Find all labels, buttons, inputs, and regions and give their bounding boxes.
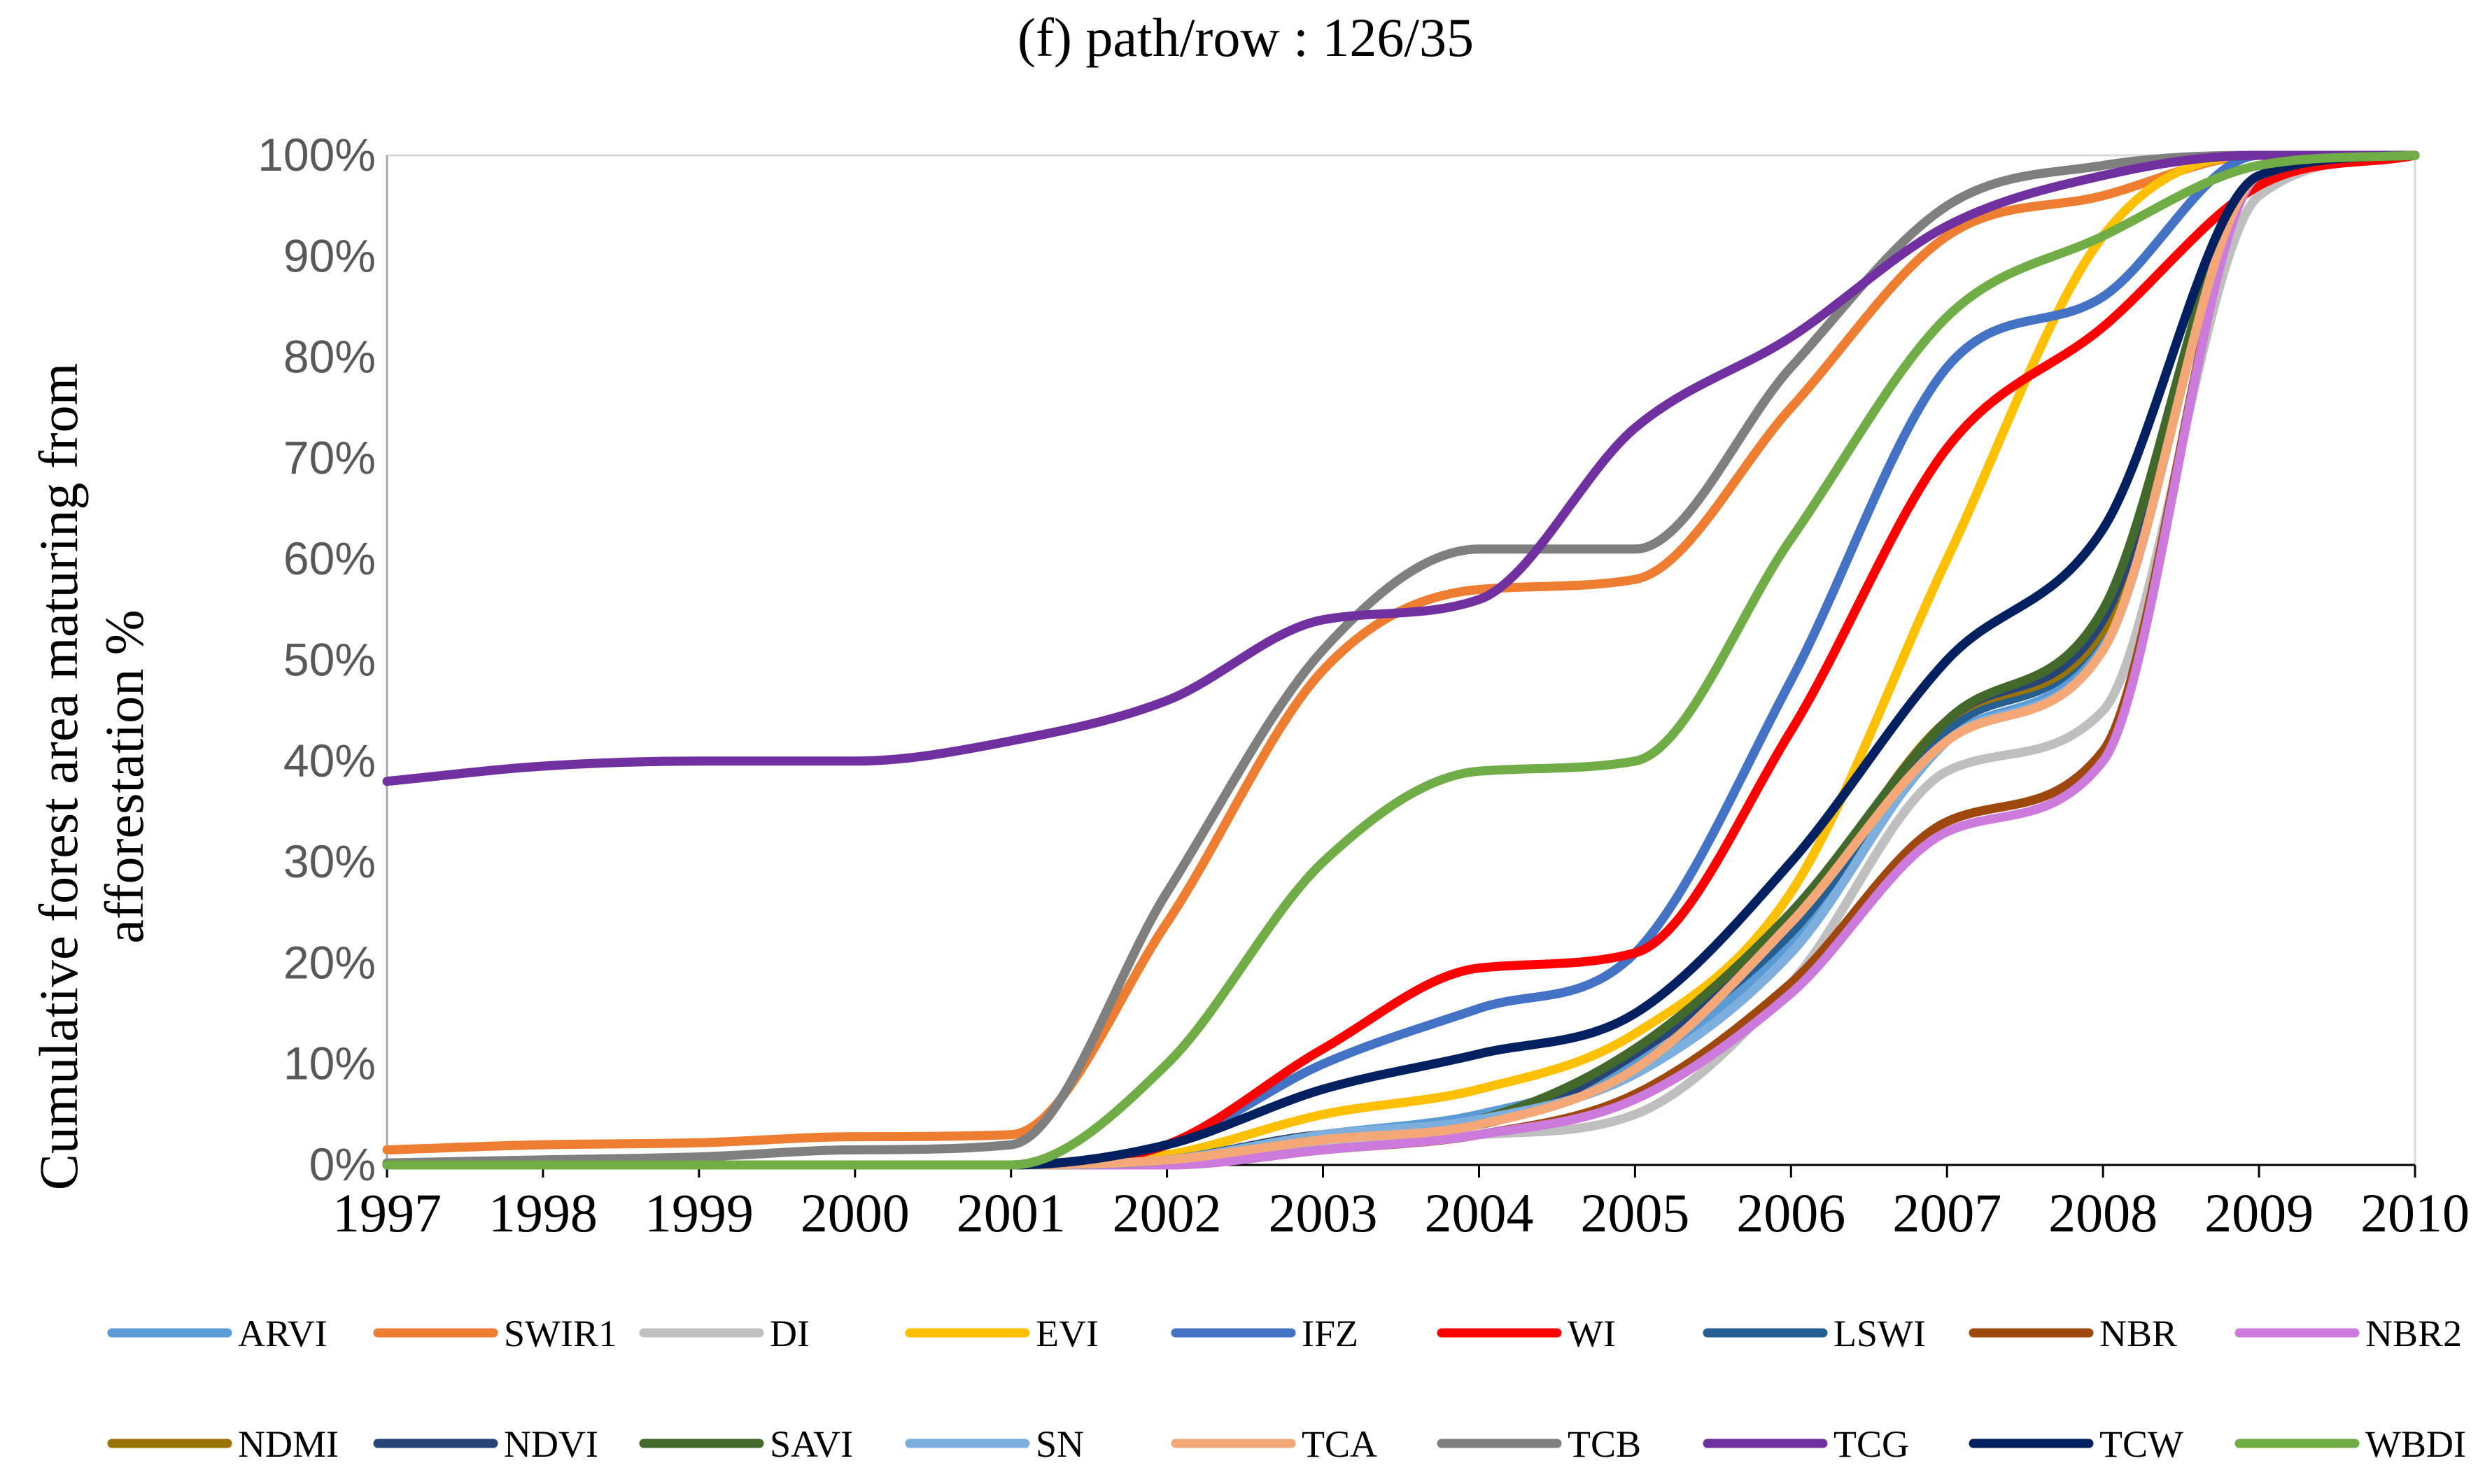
x-tick-label: 2004 xyxy=(1424,1182,1533,1243)
x-tick-label: 2007 xyxy=(1892,1182,2001,1243)
legend-label: TCG xyxy=(1833,1423,1909,1465)
y-tick-label: 80% xyxy=(283,331,376,383)
x-tick-label: 2003 xyxy=(1269,1182,1378,1243)
x-tick-label: 1999 xyxy=(645,1182,754,1243)
series-line-ndvi xyxy=(382,150,2420,1170)
x-tick-label: 2001 xyxy=(957,1182,1066,1243)
legend-label: TCA xyxy=(1302,1423,1377,1465)
legend-item-nbr: NBR xyxy=(1969,1313,2177,1355)
legend-item-evi: EVI xyxy=(905,1313,1099,1355)
legend-item-tcg: TCG xyxy=(1703,1423,1909,1465)
legend-label: SAVI xyxy=(770,1423,853,1465)
legend-item-tcb: TCB xyxy=(1437,1423,1641,1465)
series-line-nbr xyxy=(382,150,2420,1170)
legend-label: LSWI xyxy=(1833,1313,1926,1355)
legend-label: SN xyxy=(1036,1423,1084,1465)
legend-item-ndmi: NDMI xyxy=(107,1423,339,1465)
legend-item-tcw: TCW xyxy=(1969,1423,2183,1465)
series-line-ifz xyxy=(382,150,2420,1170)
y-tick-label: 40% xyxy=(283,735,376,786)
legend-label: TCW xyxy=(2099,1423,2183,1465)
series-line-ndmi xyxy=(382,150,2420,1170)
series-line-tcw xyxy=(382,150,2420,1170)
series-line-wi xyxy=(382,150,2420,1170)
legend-item-nbr2: NBR2 xyxy=(2234,1313,2462,1355)
y-tick-label: 10% xyxy=(283,1038,376,1089)
x-tick-label: 1998 xyxy=(488,1182,598,1243)
y-tick-label: 30% xyxy=(283,835,376,887)
series-line-arvi xyxy=(382,150,2420,1170)
y-axis-label: Cumulative forest area maturing from aff… xyxy=(28,363,155,1191)
plot-area xyxy=(386,154,2416,1166)
series-lines xyxy=(382,150,2420,1170)
series-line-tcg xyxy=(382,150,2420,786)
legend-label: IFZ xyxy=(1302,1313,1358,1355)
series-line-sn xyxy=(382,150,2420,1170)
legend-item-ndvi: NDVI xyxy=(373,1423,598,1465)
legend-label: NDMI xyxy=(238,1423,339,1465)
series-line-di xyxy=(382,150,2420,1170)
legend-label: NBR2 xyxy=(2365,1313,2462,1355)
legend-label: EVI xyxy=(1036,1313,1099,1355)
series-line-tca xyxy=(382,150,2420,1170)
x-tick-label: 2010 xyxy=(2360,1182,2470,1243)
series-line-lswi xyxy=(382,150,2420,1170)
plot-border xyxy=(386,154,2416,1166)
legend-item-sn: SN xyxy=(905,1423,1084,1465)
legend-label: SWIR1 xyxy=(504,1313,617,1355)
legend-item-tca: TCA xyxy=(1171,1423,1377,1465)
legend-item-swir1: SWIR1 xyxy=(373,1313,617,1355)
series-line-savi xyxy=(382,150,2420,1170)
legend-item-ifz: IFZ xyxy=(1171,1313,1358,1355)
legend-label: NBR xyxy=(2099,1313,2177,1355)
x-tick-label: 1997 xyxy=(332,1182,442,1243)
series-line-tcb xyxy=(382,150,2420,1168)
legend-label: WI xyxy=(1568,1313,1616,1355)
y-axis-label-line1: Cumulative forest area maturing from xyxy=(28,363,89,1191)
x-tick-label: 2006 xyxy=(1736,1182,1845,1243)
legend-label: NDVI xyxy=(504,1423,598,1465)
legend-label: TCB xyxy=(1568,1423,1641,1465)
y-tick-label: 100% xyxy=(258,129,376,181)
series-line-nbr2 xyxy=(382,150,2420,1170)
legend: ARVI SWIR1 DI EVI IFZ WI LSWI NBR NBR2 NDMI NDVI SA… xyxy=(107,1313,2466,1465)
y-tick-label: 70% xyxy=(283,432,376,483)
legend-label: DI xyxy=(770,1313,810,1355)
x-tick-label: 2009 xyxy=(2204,1182,2314,1243)
series-line-evi xyxy=(382,150,2420,1170)
legend-item-lswi: LSWI xyxy=(1703,1313,1926,1355)
x-tick-label: 2002 xyxy=(1113,1182,1222,1243)
y-tick-label: 20% xyxy=(283,936,376,988)
legend-label: WBDI xyxy=(2365,1423,2466,1465)
legend-item-savi: SAVI xyxy=(639,1423,853,1465)
series-line-wbdi xyxy=(382,150,2420,1170)
x-axis: 1997 1998 1999 2000 2001 2002 2003 2004 2005 2006… xyxy=(332,1165,2470,1243)
x-tick-label: 2008 xyxy=(2048,1182,2157,1243)
legend-label: ARVI xyxy=(238,1313,328,1355)
y-tick-label: 0% xyxy=(309,1138,376,1190)
x-tick-label: 2000 xyxy=(801,1182,910,1243)
y-axis-label-line2: afforestation % xyxy=(94,609,155,943)
legend-item-wbdi: WBDI xyxy=(2234,1423,2466,1465)
y-tick-label: 90% xyxy=(283,229,376,281)
y-tick-label: 50% xyxy=(283,634,376,686)
legend-item-wi: WI xyxy=(1437,1313,1616,1355)
legend-item-arvi: ARVI xyxy=(107,1313,328,1355)
y-axis: 0% 10% 20% 30% 40% 50% 60% 70% 80% 90% 100% xyxy=(258,129,376,1190)
chart-title: (f) path/row : 126/35 xyxy=(1018,7,1474,68)
x-tick-label: 2005 xyxy=(1580,1182,1689,1243)
y-tick-label: 60% xyxy=(283,532,376,584)
legend-item-di: DI xyxy=(639,1313,810,1355)
